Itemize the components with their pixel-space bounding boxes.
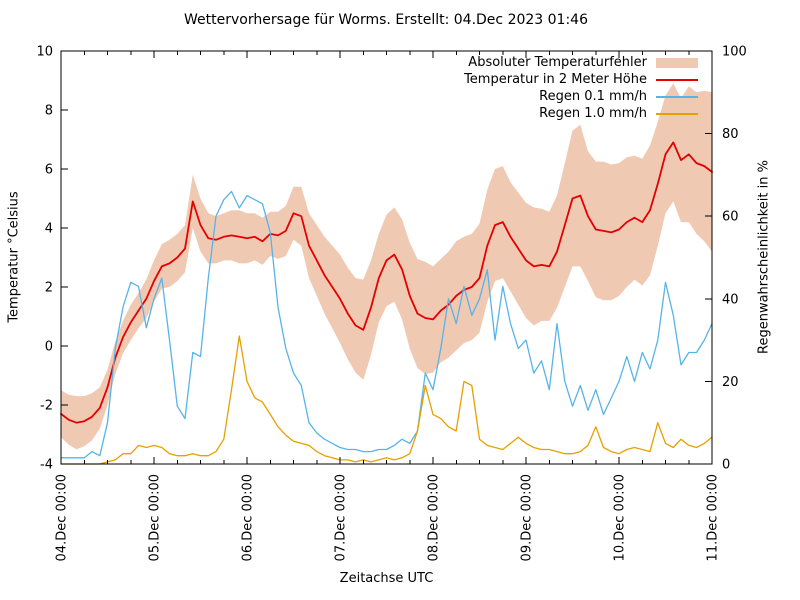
y-right-tick-label: 80 [722, 127, 739, 142]
legend-swatch-error-band [656, 57, 698, 68]
legend-line-rain01 [656, 95, 698, 98]
x-axis-label: Zeitachse UTC [339, 571, 434, 586]
x-tick-label: 09.Dec 00:00 [520, 474, 535, 561]
y-left-tick-label: -4 [40, 458, 53, 473]
legend-item-rain10: Regen 1.0 mm/h [464, 105, 698, 122]
error-band [61, 83, 712, 450]
legend-label-rain01: Regen 0.1 mm/h [539, 89, 647, 104]
x-tick-label: 11.Dec 00:00 [706, 474, 721, 561]
y-right-tick-label: 40 [722, 292, 739, 307]
y-left-tick-label: 0 [45, 340, 53, 355]
legend-item-rain01: Regen 0.1 mm/h [464, 88, 698, 105]
y-right-tick-label: 20 [722, 375, 739, 390]
temperature-line [60, 141, 713, 424]
y-left-tick-label: 10 [36, 45, 53, 60]
legend-label-rain10: Regen 1.0 mm/h [539, 106, 647, 121]
y-axis-label-left: Temperatur °Celsius [6, 191, 22, 323]
y-left-tick-label: 2 [45, 281, 53, 296]
y-right-tick-label: 60 [722, 210, 739, 225]
x-tick-label: 06.Dec 00:00 [241, 474, 256, 561]
legend-line-rain10 [656, 112, 698, 115]
x-tick-label: 10.Dec 00:00 [613, 474, 628, 561]
legend-item-temperature: Temperatur in 2 Meter Höhe [464, 71, 698, 88]
chart-title: Wettervorhersage für Worms. Erstellt: 04… [183, 12, 588, 28]
y-left-tick-label: 4 [45, 222, 53, 237]
rain01-line [60, 190, 713, 459]
legend-item-error-band: Absoluter Temperaturfehler [464, 54, 698, 71]
legend-label-error-band: Absoluter Temperaturfehler [468, 55, 647, 70]
legend-label-temperature: Temperatur in 2 Meter Höhe [464, 72, 647, 87]
legend-line-temperature [656, 78, 698, 81]
x-tick-label: 05.Dec 00:00 [148, 474, 163, 561]
y-axis-label-right: Regenwahrscheinlichkeit in % [756, 160, 772, 354]
x-tick-label: 07.Dec 00:00 [334, 474, 349, 561]
y-right-tick-label: 0 [722, 458, 730, 473]
x-tick-label: 04.Dec 00:00 [55, 474, 70, 561]
y-right-tick-label: 100 [722, 45, 747, 60]
y-left-tick-label: 8 [45, 104, 53, 119]
x-tick-label: 08.Dec 00:00 [427, 474, 442, 561]
legend: Absoluter Temperaturfehler Temperatur in… [464, 54, 698, 122]
y-left-tick-label: 6 [45, 163, 53, 178]
y-left-tick-label: -2 [40, 399, 53, 414]
rain10-line [60, 335, 713, 465]
